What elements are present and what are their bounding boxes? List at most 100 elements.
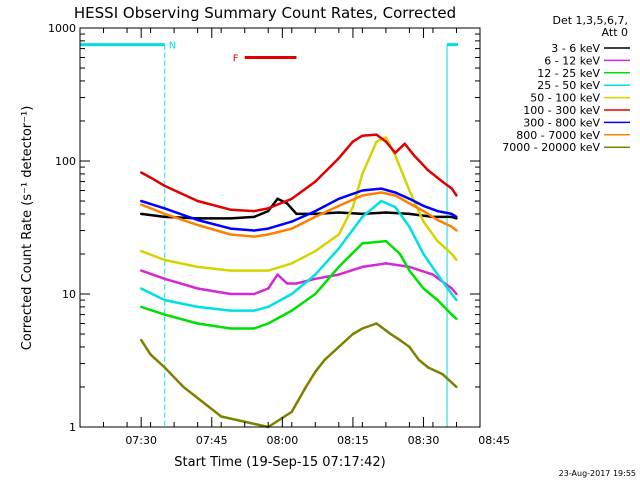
data-point xyxy=(314,370,317,374)
data-point xyxy=(351,205,355,209)
data-point xyxy=(337,265,341,269)
data-point xyxy=(394,154,397,157)
data-point xyxy=(252,269,256,272)
data-point xyxy=(384,211,388,214)
data-point xyxy=(295,282,298,285)
observing-intervals: NF xyxy=(80,41,458,427)
data-point xyxy=(436,209,439,213)
data-point xyxy=(229,227,232,230)
data-point xyxy=(455,292,458,296)
data-point xyxy=(361,189,364,192)
data-point xyxy=(229,309,232,312)
data-point xyxy=(285,282,289,285)
legend-label: 6 - 12 keV xyxy=(544,54,600,67)
data-point xyxy=(337,156,341,160)
data-point xyxy=(384,136,388,139)
data-point xyxy=(314,215,317,219)
data-point xyxy=(408,225,411,229)
data-point xyxy=(229,292,232,296)
data-point xyxy=(314,209,317,213)
data-point xyxy=(267,287,270,290)
data-point xyxy=(149,353,152,356)
x-tick-label: 07:30 xyxy=(125,434,157,447)
data-point xyxy=(163,313,166,316)
data-point xyxy=(417,358,421,362)
data-point xyxy=(304,385,308,389)
data-point xyxy=(229,217,232,220)
data-point xyxy=(441,180,444,183)
data-point xyxy=(229,327,232,330)
flare-label: F xyxy=(233,54,239,65)
data-point xyxy=(276,273,279,276)
y-tick-label: 100 xyxy=(55,155,76,168)
data-point xyxy=(229,233,232,236)
data-point xyxy=(295,212,298,216)
data-point xyxy=(252,309,256,312)
data-point xyxy=(252,327,256,330)
data-point xyxy=(450,187,453,190)
data-point xyxy=(431,273,435,276)
data-point xyxy=(252,229,256,232)
data-point xyxy=(182,385,185,389)
data-point xyxy=(276,197,279,200)
data-point xyxy=(450,287,453,290)
series-line xyxy=(140,322,458,429)
legend-header-line-2: Att 0 xyxy=(602,26,628,39)
data-point xyxy=(398,252,402,256)
x-tick-label: 07:45 xyxy=(196,434,228,447)
data-point xyxy=(314,273,317,276)
data-point xyxy=(337,197,341,200)
legend-label: 3 - 6 keV xyxy=(551,42,600,55)
data-point xyxy=(455,215,458,219)
data-point xyxy=(229,269,232,272)
data-point xyxy=(290,292,293,296)
data-point xyxy=(196,265,199,269)
data-point xyxy=(149,176,152,179)
data-point xyxy=(408,189,411,192)
data-point xyxy=(408,345,411,349)
data-point xyxy=(139,287,143,290)
data-point xyxy=(196,322,199,325)
y-tick-label: 1 xyxy=(69,421,76,434)
data-point xyxy=(450,215,453,219)
data-point xyxy=(290,309,293,312)
y-tick-label: 1000 xyxy=(48,22,76,35)
data-point xyxy=(337,273,341,276)
data-point xyxy=(252,209,256,213)
data-point xyxy=(323,358,326,362)
data-point xyxy=(384,239,388,243)
data-point xyxy=(361,265,364,269)
data-point xyxy=(361,242,364,245)
data-point xyxy=(229,208,232,211)
plot-frame xyxy=(79,27,481,428)
data-point xyxy=(394,151,397,155)
data-point xyxy=(450,252,453,256)
legend-label: 25 - 50 keV xyxy=(537,79,600,92)
data-point xyxy=(163,298,166,302)
data-point xyxy=(196,305,199,309)
data-point xyxy=(290,410,293,414)
legend-label: 800 - 7000 keV xyxy=(516,129,600,142)
x-tick-label: 08:00 xyxy=(267,434,299,447)
data-point xyxy=(163,277,166,281)
data-point xyxy=(422,287,425,290)
data-point xyxy=(412,154,416,157)
x-tick-label: 08:15 xyxy=(337,434,369,447)
x-tick-label: 08:45 xyxy=(478,434,510,447)
data-point xyxy=(375,133,378,136)
data-point xyxy=(196,223,199,227)
data-point xyxy=(384,262,388,265)
data-point xyxy=(139,249,143,253)
data-point xyxy=(267,305,270,309)
data-point xyxy=(361,215,364,219)
data-point xyxy=(337,233,341,236)
data-point xyxy=(361,212,364,216)
data-point xyxy=(285,202,289,205)
data-point xyxy=(361,134,364,137)
data-point xyxy=(196,218,199,222)
data-point xyxy=(267,233,270,236)
data-point xyxy=(267,227,270,230)
data-point xyxy=(163,212,166,216)
legend-label: 12 - 25 keV xyxy=(537,67,600,80)
data-point xyxy=(384,140,388,143)
